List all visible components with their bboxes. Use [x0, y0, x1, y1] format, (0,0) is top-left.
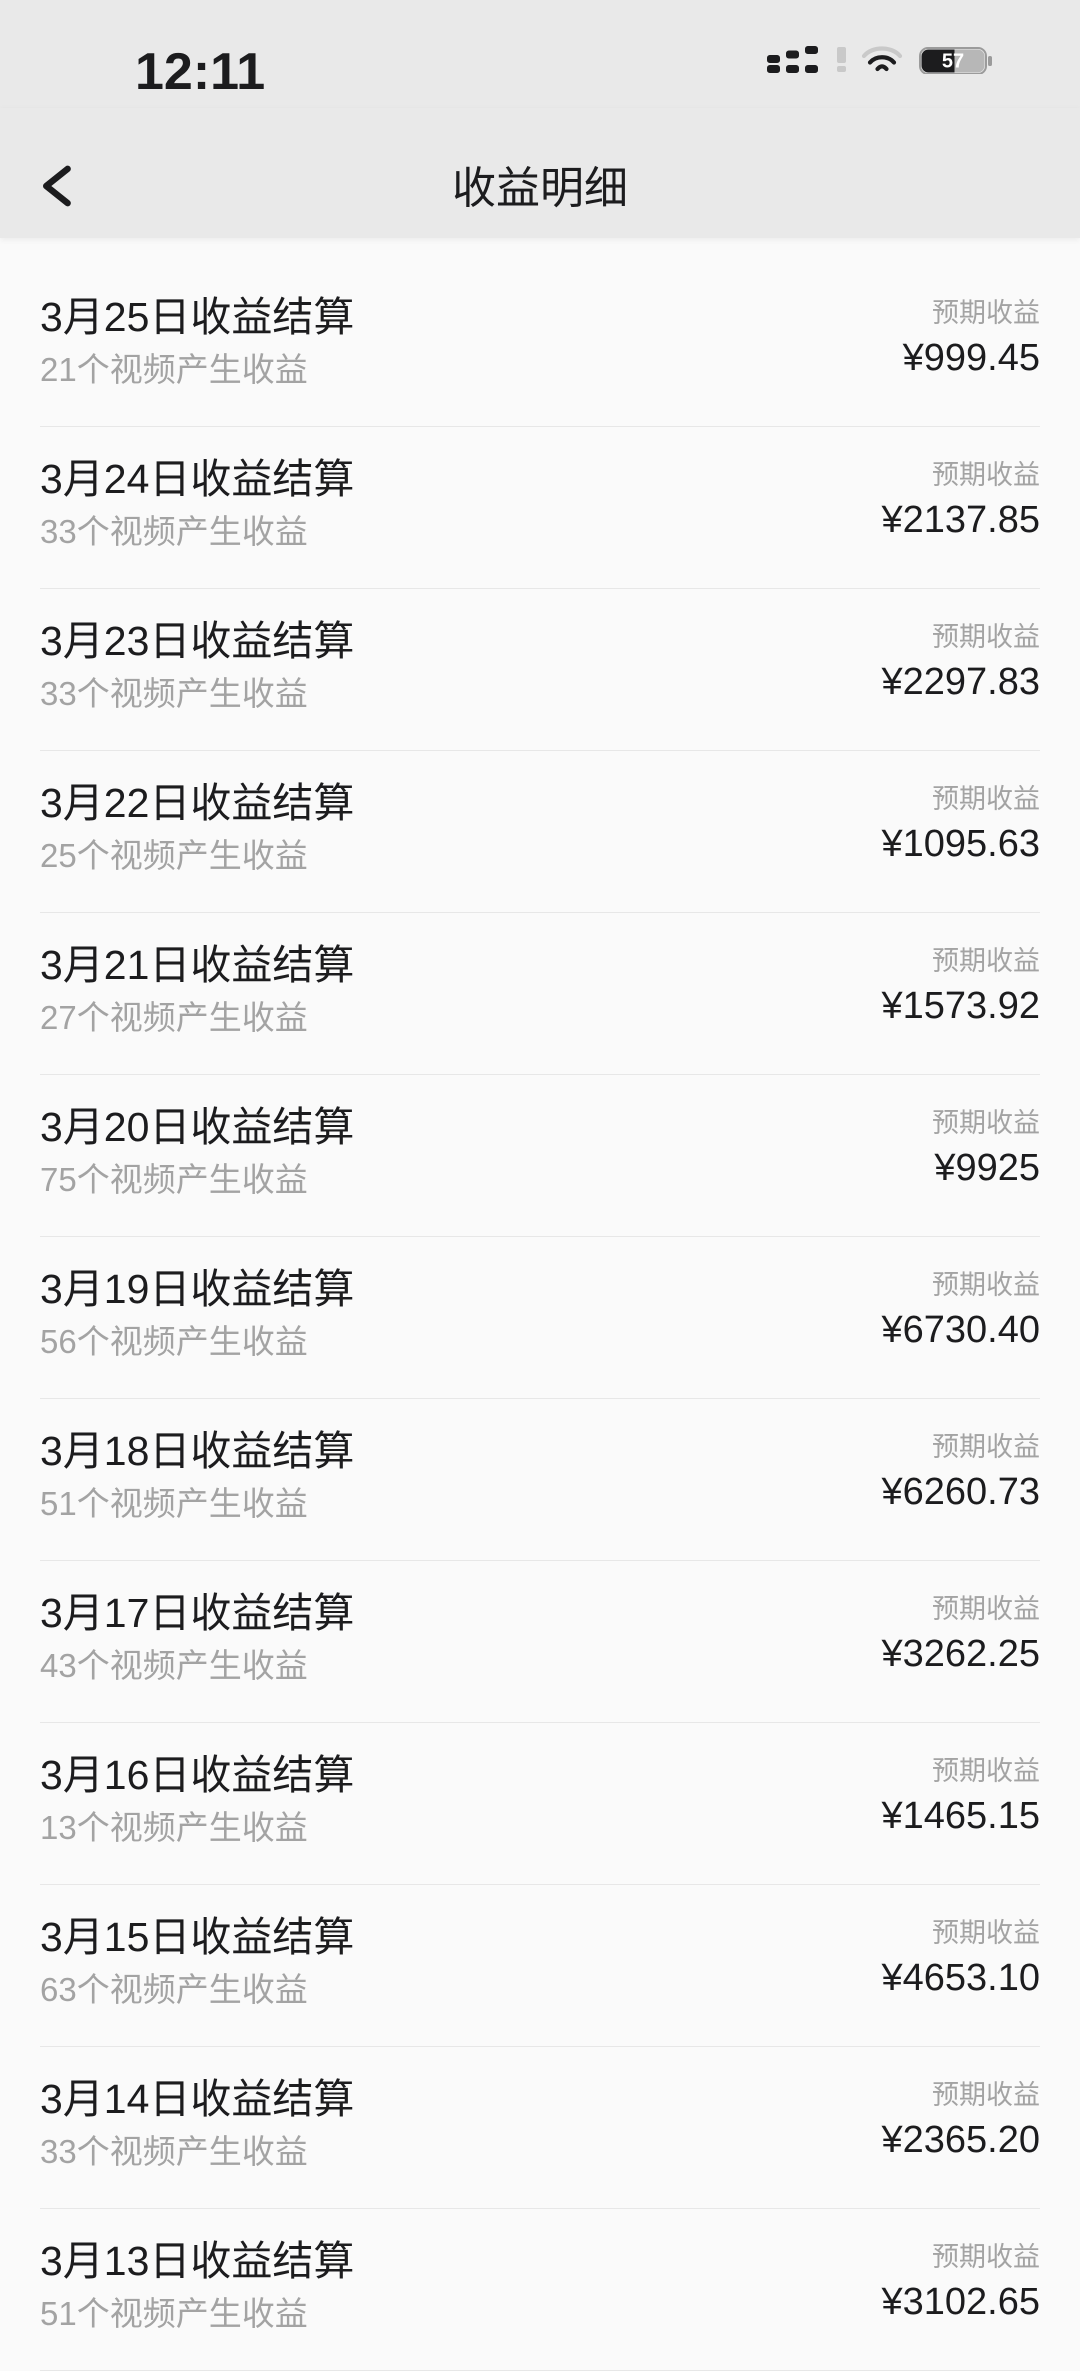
svg-text:57: 57	[942, 51, 964, 73]
